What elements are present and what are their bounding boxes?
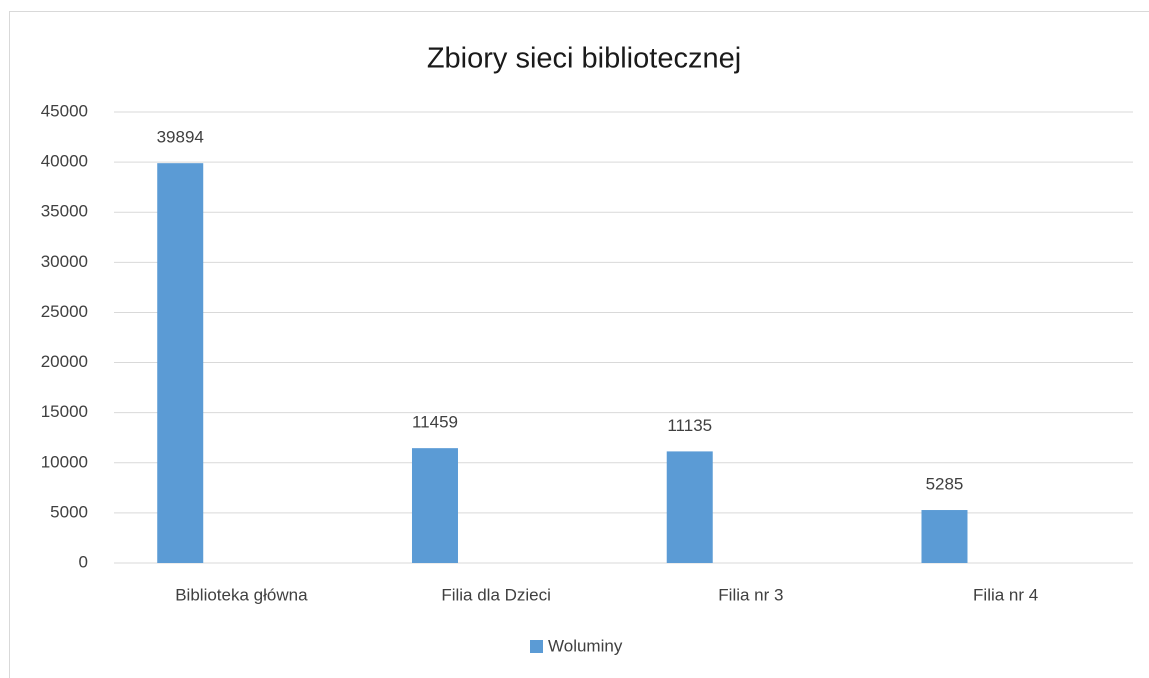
bar xyxy=(411,448,458,563)
legend-swatch xyxy=(530,640,543,653)
x-tick-label: Filia dla Dzieci xyxy=(441,585,551,604)
y-tick-label: 5000 xyxy=(50,502,88,521)
y-tick-label: 45000 xyxy=(41,101,88,120)
y-tick-label: 10000 xyxy=(41,452,88,471)
bar xyxy=(157,163,204,563)
data-label: 11135 xyxy=(667,416,712,435)
y-tick-label: 15000 xyxy=(41,402,88,421)
x-tick-label: Filia nr 3 xyxy=(718,585,783,604)
data-label: 5285 xyxy=(926,475,964,494)
chart-title: Zbiory sieci bibliotecznej xyxy=(427,43,741,75)
data-label: 11459 xyxy=(412,413,458,432)
y-tick-label: 20000 xyxy=(41,352,88,371)
data-label: 39894 xyxy=(157,128,204,147)
x-tick-label: Filia nr 4 xyxy=(973,585,1038,604)
y-tick-label: 35000 xyxy=(41,202,88,221)
bar xyxy=(666,451,713,563)
y-tick-label: 25000 xyxy=(41,302,88,321)
y-tick-label: 30000 xyxy=(41,252,88,271)
legend-label: Woluminy xyxy=(548,636,623,655)
y-tick-label: 0 xyxy=(79,552,88,571)
x-tick-label: Biblioteka główna xyxy=(175,585,308,604)
y-tick-label: 40000 xyxy=(41,152,88,171)
bar xyxy=(921,510,968,563)
